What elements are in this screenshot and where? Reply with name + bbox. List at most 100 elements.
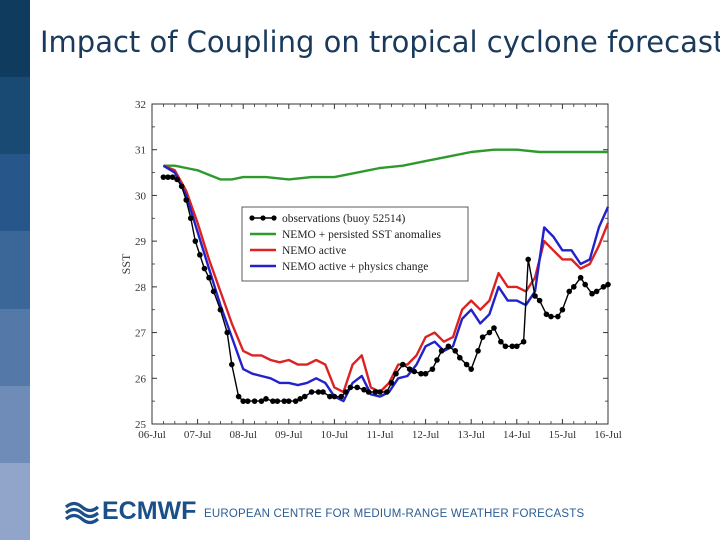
data-point — [361, 386, 367, 393]
data-point — [406, 366, 413, 372]
data-point — [418, 370, 424, 377]
data-point — [187, 215, 194, 222]
x-tick-label: 16-Jul — [594, 429, 622, 441]
data-point — [270, 398, 276, 404]
data-point — [543, 311, 550, 318]
data-point — [201, 265, 208, 272]
x-tick-label: 13-Jul — [457, 429, 485, 441]
data-point — [384, 389, 390, 395]
data-point — [525, 256, 531, 263]
side-band-segment — [0, 0, 30, 78]
data-point — [468, 366, 475, 372]
ecmwf-logo-text: ECMWF — [102, 497, 197, 525]
data-point — [183, 197, 189, 203]
data-point — [343, 389, 349, 395]
data-point — [457, 354, 463, 361]
data-point — [582, 281, 588, 288]
data-point — [365, 389, 372, 395]
data-point — [286, 398, 292, 404]
side-band-segment — [0, 308, 30, 386]
data-point — [174, 176, 180, 183]
data-point — [297, 396, 303, 402]
data-point — [520, 338, 527, 345]
data-point — [240, 398, 246, 404]
slide-title: Impact of Coupling on tropical cyclone f… — [40, 25, 720, 59]
y-tick-label: 30 — [135, 190, 147, 202]
side-band-segment — [0, 385, 30, 463]
legend-marker — [271, 215, 277, 221]
x-tick-label: 10-Jul — [321, 429, 349, 441]
y-tick-label: 31 — [135, 145, 146, 157]
y-tick-label: 25 — [135, 419, 147, 431]
y-axis-label: SST — [119, 253, 133, 274]
y-tick-label: 29 — [135, 236, 147, 248]
x-tick-label: 09-Jul — [275, 429, 303, 441]
data-point — [509, 343, 516, 350]
legend-label: NEMO active — [282, 245, 346, 257]
data-point — [169, 174, 176, 180]
data-point — [498, 338, 504, 345]
sst-chart: 25 26 27 28 29 30 31 32 06-Jul 07-Jul 08-Jul 09-Jul… — [110, 92, 630, 444]
data-point — [434, 357, 440, 363]
x-tick-label: 12-Jul — [412, 429, 440, 441]
x-tick-label: 11-Jul — [366, 429, 393, 441]
data-point — [192, 238, 199, 244]
data-point — [411, 368, 418, 375]
data-point — [429, 366, 436, 372]
data-point — [160, 174, 167, 180]
data-point — [491, 325, 497, 331]
x-tick-label: 14-Jul — [503, 429, 531, 441]
data-point — [165, 174, 171, 180]
data-point — [600, 284, 607, 290]
x-tick-label: 08-Jul — [229, 429, 257, 441]
data-point — [532, 293, 538, 299]
data-point — [388, 380, 395, 386]
side-band-segment — [0, 77, 30, 155]
data-point — [301, 393, 308, 400]
data-point — [281, 398, 288, 404]
data-point — [566, 288, 573, 295]
side-band-segment — [0, 462, 30, 540]
data-point — [308, 389, 315, 395]
data-point — [486, 329, 493, 336]
data-point — [514, 343, 520, 350]
data-point — [475, 348, 481, 354]
data-point — [452, 348, 459, 354]
x-tick-label: 07-Jul — [184, 429, 212, 441]
data-point — [235, 393, 242, 400]
y-tick-label: 27 — [135, 328, 147, 340]
data-point — [197, 252, 203, 258]
y-tick-label: 28 — [135, 282, 147, 294]
ecmwf-logo-icon — [64, 501, 100, 525]
data-point — [463, 361, 470, 368]
side-color-band — [0, 0, 30, 540]
data-point — [479, 334, 486, 340]
data-point — [315, 389, 322, 395]
data-point — [372, 389, 379, 395]
data-point — [331, 393, 338, 400]
data-point — [593, 288, 600, 295]
data-point — [502, 343, 509, 350]
data-point — [338, 393, 345, 400]
data-point — [210, 288, 217, 295]
data-point — [536, 297, 543, 304]
x-tick-label: 06-Jul — [138, 429, 166, 441]
data-point — [393, 370, 399, 377]
data-point — [251, 398, 258, 404]
data-point — [354, 384, 360, 391]
data-point — [577, 274, 584, 281]
data-point — [555, 313, 561, 320]
data-point — [422, 370, 429, 377]
legend-label: NEMO active + physics change — [282, 261, 428, 273]
data-point — [206, 274, 212, 281]
y-tick-label: 32 — [135, 99, 146, 111]
data-point — [327, 393, 333, 400]
data-point — [229, 361, 235, 368]
data-point — [178, 183, 185, 190]
footer-tagline: EUROPEAN CENTRE FOR MEDIUM-RANGE WEATHER… — [204, 508, 585, 520]
data-point — [347, 384, 354, 391]
data-point — [377, 389, 383, 395]
legend-marker — [249, 215, 255, 221]
sst-chart-svg: 25 26 27 28 29 30 31 32 06-Jul 07-Jul 08-Jul 09-Jul… — [119, 99, 622, 441]
data-point — [244, 398, 251, 404]
